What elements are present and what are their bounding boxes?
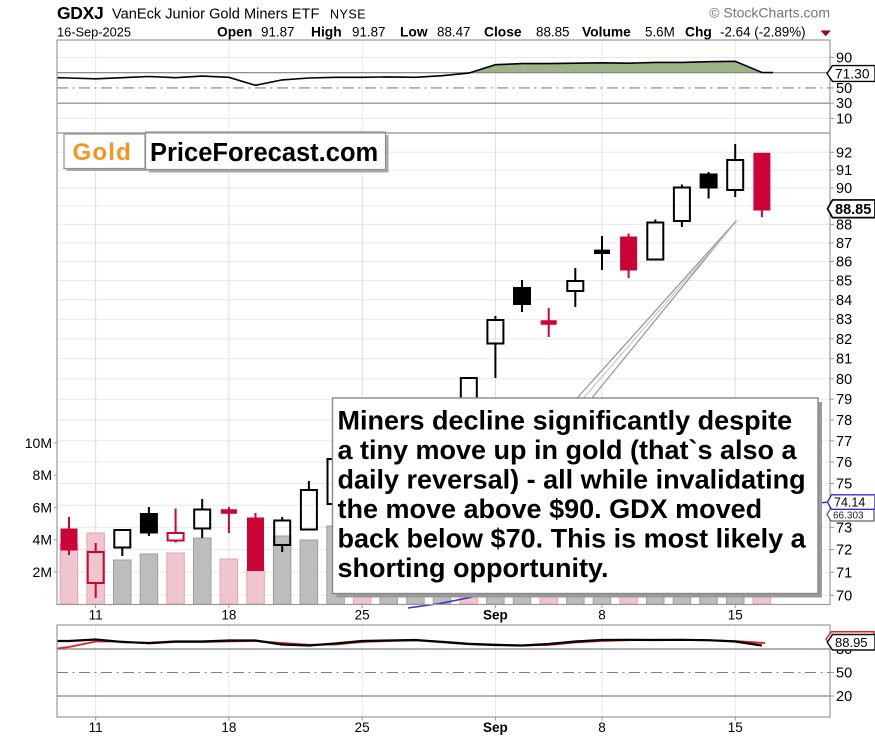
svg-text:81: 81: [836, 352, 852, 368]
svg-text:daily reversal) - all while in: daily reversal) - all while invalidating: [338, 465, 806, 495]
svg-text:8: 8: [598, 720, 606, 735]
svg-text:2M: 2M: [33, 564, 52, 580]
svg-text:6M: 6M: [33, 499, 52, 515]
svg-text:15: 15: [728, 720, 743, 735]
svg-text:Miners decline significantly d: Miners decline significantly despite: [338, 406, 793, 436]
svg-text:8: 8: [598, 608, 606, 623]
svg-text:11: 11: [89, 720, 103, 735]
svg-text:25: 25: [355, 720, 370, 735]
svg-text:20: 20: [836, 689, 852, 705]
svg-text:70: 70: [836, 588, 852, 604]
svg-text:PriceForecast.com: PriceForecast.com: [150, 139, 378, 167]
svg-text:74.14: 74.14: [834, 496, 865, 510]
svg-text:88.95: 88.95: [835, 635, 868, 650]
svg-text:Low: Low: [400, 25, 428, 40]
svg-text:15: 15: [728, 608, 743, 623]
svg-text:82: 82: [836, 332, 852, 348]
svg-text:Volume: Volume: [582, 25, 631, 40]
svg-text:25: 25: [355, 608, 370, 623]
svg-text:66.303: 66.303: [833, 511, 864, 522]
svg-text:Sep: Sep: [483, 608, 508, 623]
svg-text:71: 71: [836, 565, 852, 581]
svg-text:back below $70. This is most l: back below $70. This is most likely a: [338, 524, 807, 554]
svg-text:88.47: 88.47: [437, 25, 471, 40]
svg-text:76: 76: [836, 455, 852, 471]
svg-text:a tiny move up in gold (that`s: a tiny move up in gold (that`s also a: [338, 435, 798, 465]
svg-text:88.85: 88.85: [835, 202, 871, 218]
svg-text:83: 83: [836, 312, 852, 328]
svg-text:91.87: 91.87: [261, 25, 295, 40]
svg-text:16-Sep-2025: 16-Sep-2025: [57, 25, 131, 40]
svg-text:NYSE: NYSE: [330, 8, 366, 22]
svg-text:4M: 4M: [33, 532, 52, 548]
svg-text:Chg: Chg: [685, 25, 712, 40]
svg-text:92: 92: [836, 145, 852, 161]
svg-text:77: 77: [836, 434, 852, 450]
svg-text:79: 79: [836, 392, 852, 408]
svg-text:84: 84: [836, 293, 852, 309]
svg-text:90: 90: [836, 181, 852, 197]
svg-text:87: 87: [836, 236, 852, 252]
svg-text:50: 50: [836, 81, 852, 97]
svg-text:90: 90: [836, 50, 852, 66]
svg-text:shorting opportunity.: shorting opportunity.: [338, 553, 609, 583]
svg-text:High: High: [311, 25, 342, 40]
svg-text:-2.64 (-2.89%): -2.64 (-2.89%): [720, 25, 806, 40]
svg-text:86: 86: [836, 255, 852, 271]
svg-text:10: 10: [836, 111, 852, 127]
svg-text:88: 88: [836, 217, 852, 233]
svg-text:Sep: Sep: [483, 720, 508, 735]
svg-text:71.30: 71.30: [835, 66, 870, 81]
svg-text:72: 72: [836, 543, 852, 559]
svg-text:Close: Close: [484, 25, 522, 40]
svg-text:Open: Open: [217, 25, 252, 40]
svg-text:80: 80: [836, 372, 852, 388]
svg-text:© StockCharts.com: © StockCharts.com: [709, 5, 830, 21]
svg-text:VanEck Junior Gold Miners ETF: VanEck Junior Gold Miners ETF: [112, 7, 319, 23]
svg-text:18: 18: [221, 608, 236, 623]
svg-text:75: 75: [836, 477, 852, 493]
svg-text:73: 73: [836, 520, 852, 536]
svg-text:78: 78: [836, 413, 852, 429]
svg-text:91.87: 91.87: [352, 25, 386, 40]
svg-text:50: 50: [836, 666, 852, 682]
svg-text:11: 11: [89, 608, 103, 623]
svg-text:18: 18: [221, 720, 236, 735]
svg-text:91: 91: [836, 163, 852, 179]
svg-text:Gold: Gold: [73, 139, 132, 166]
svg-text:the move above $90. GDX moved: the move above $90. GDX moved: [338, 494, 763, 524]
svg-text:88.85: 88.85: [536, 25, 570, 40]
svg-text:8M: 8M: [33, 467, 52, 483]
svg-text:5.6M: 5.6M: [645, 25, 675, 40]
svg-text:10M: 10M: [25, 435, 52, 451]
svg-text:GDXJ: GDXJ: [57, 3, 103, 23]
svg-text:85: 85: [836, 274, 852, 290]
svg-text:30: 30: [836, 96, 852, 112]
